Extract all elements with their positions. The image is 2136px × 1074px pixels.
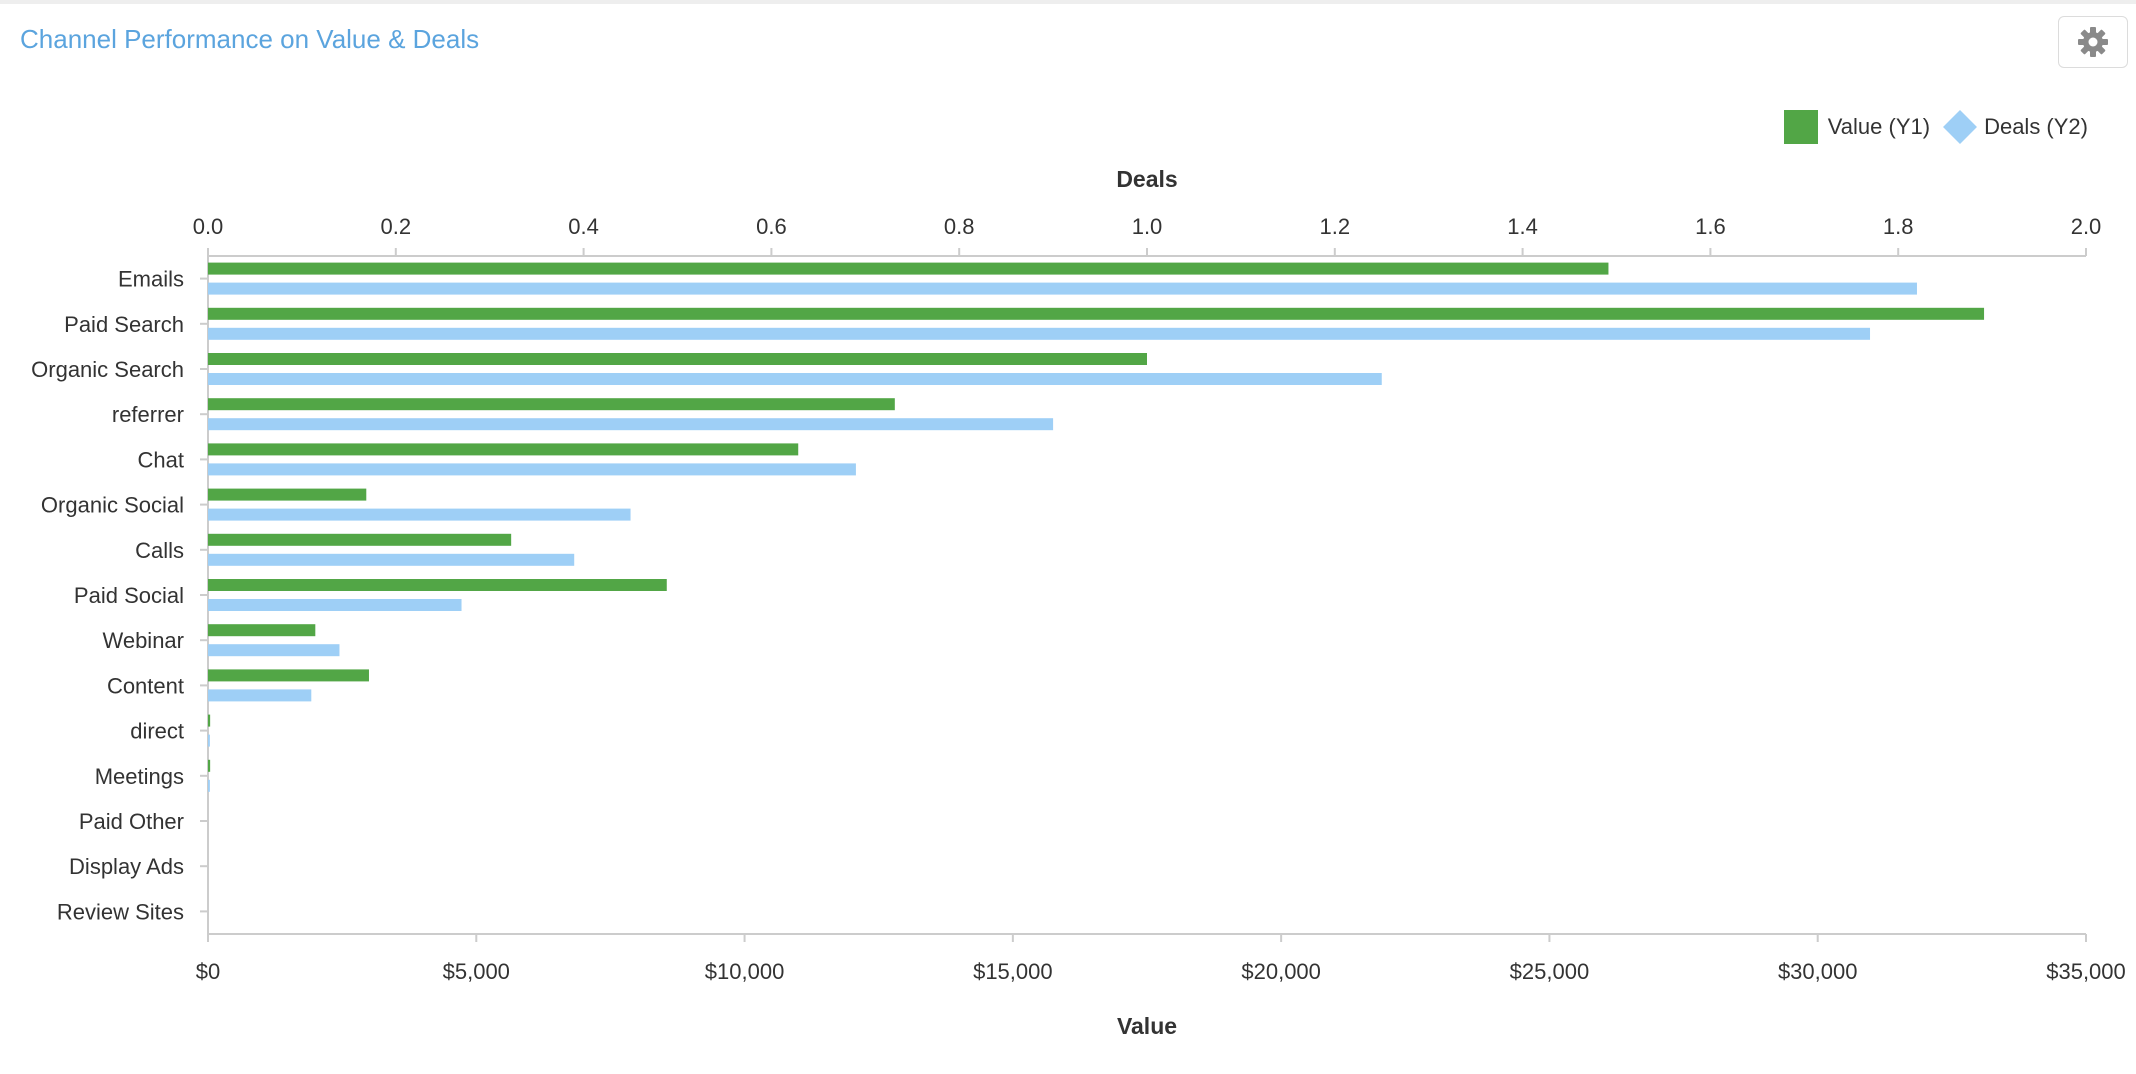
top-axis-tick-label: 1.2 bbox=[1320, 214, 1351, 239]
top-axis-tick-label: 0.4 bbox=[568, 214, 599, 239]
deals-bar bbox=[208, 282, 1917, 295]
legend-label-deals: Deals (Y2) bbox=[1984, 114, 2088, 139]
top-axis-tick-label: 1.0 bbox=[1132, 214, 1163, 239]
deals-bar bbox=[208, 734, 210, 747]
bottom-axis-tick-label: $5,000 bbox=[443, 959, 510, 984]
top-axis-tick-label: 0.8 bbox=[944, 214, 975, 239]
legend-item-value[interactable]: Value (Y1) bbox=[1783, 110, 1931, 144]
bottom-axis-tick-label: $15,000 bbox=[973, 959, 1053, 984]
bottom-axis-tick-label: $35,000 bbox=[2046, 959, 2126, 984]
bottom-axis-tick-label: $30,000 bbox=[1778, 959, 1858, 984]
value-bar bbox=[208, 488, 367, 501]
category-label: Paid Other bbox=[79, 809, 184, 834]
bottom-axis-tick-label: $10,000 bbox=[705, 959, 785, 984]
deals-bar bbox=[208, 689, 312, 702]
deals-bar bbox=[208, 644, 340, 657]
value-bar bbox=[208, 307, 1985, 320]
legend-square-icon bbox=[1783, 110, 1818, 144]
category-label: direct bbox=[130, 719, 184, 744]
category-label: Content bbox=[107, 673, 184, 698]
bottom-axis-tick-label: $25,000 bbox=[1510, 959, 1590, 984]
value-bar bbox=[208, 443, 799, 456]
top-axis-tick-label: 1.4 bbox=[1507, 214, 1538, 239]
chart-title: Channel Performance on Value & Deals bbox=[20, 24, 480, 54]
top-axis-tick-label: 0.2 bbox=[381, 214, 412, 239]
bottom-axis-tick-label: $0 bbox=[196, 959, 220, 984]
top-axis-tick-label: 1.8 bbox=[1883, 214, 1914, 239]
gear-icon bbox=[2078, 27, 2108, 57]
category-label: Chat bbox=[138, 447, 184, 472]
bottom-axis-title: Value bbox=[1117, 1013, 1177, 1039]
value-bar bbox=[208, 579, 667, 591]
deals-bar bbox=[208, 599, 462, 611]
value-bar bbox=[208, 262, 1609, 275]
deals-bar bbox=[208, 508, 631, 521]
category-label: Paid Search bbox=[64, 312, 184, 337]
category-label: Webinar bbox=[102, 628, 184, 653]
value-bar bbox=[208, 353, 1147, 365]
deals-bar bbox=[208, 327, 1871, 340]
category-label: Meetings bbox=[95, 764, 184, 789]
top-axis-tick-label: 0.6 bbox=[756, 214, 787, 239]
deals-bar bbox=[208, 463, 856, 476]
category-label: Organic Social bbox=[41, 493, 184, 518]
category-label: referrer bbox=[112, 402, 184, 427]
value-bar bbox=[208, 624, 316, 637]
category-label: Display Ads bbox=[69, 854, 184, 879]
deals-bar bbox=[208, 373, 1382, 385]
category-label: Review Sites bbox=[57, 899, 184, 924]
value-bar bbox=[208, 759, 211, 772]
category-label: Emails bbox=[118, 267, 184, 292]
top-axis-tick-label: 0.0 bbox=[193, 214, 224, 239]
category-label: Calls bbox=[135, 538, 184, 563]
bottom-axis-tick-label: $20,000 bbox=[1241, 959, 1321, 984]
chart-legend: Value (Y1) Deals (Y2) bbox=[1783, 110, 2088, 144]
settings-button[interactable] bbox=[2058, 16, 2128, 68]
bar-chart: 0.0 0.2 0.4 0.6 0.8 1.0 1.2 1.4 1.6 1.8 2.0 $0 $5,00… bbox=[31, 166, 2126, 1039]
legend-label-value: Value (Y1) bbox=[1827, 114, 1931, 139]
value-bar bbox=[208, 669, 369, 682]
value-bar bbox=[208, 398, 895, 411]
category-label: Paid Social bbox=[74, 583, 184, 608]
legend-item-deals[interactable]: Deals (Y2) bbox=[1942, 110, 2088, 144]
top-axis-title: Deals bbox=[1116, 166, 1177, 192]
category-label: Organic Search bbox=[31, 357, 184, 382]
value-bar bbox=[208, 533, 512, 546]
top-axis-tick-label: 2.0 bbox=[2071, 214, 2102, 239]
deals-bar bbox=[208, 553, 575, 566]
value-bar bbox=[208, 714, 211, 727]
deals-bar bbox=[208, 779, 210, 792]
top-axis-tick-label: 1.6 bbox=[1695, 214, 1726, 239]
deals-bar bbox=[208, 418, 1054, 431]
